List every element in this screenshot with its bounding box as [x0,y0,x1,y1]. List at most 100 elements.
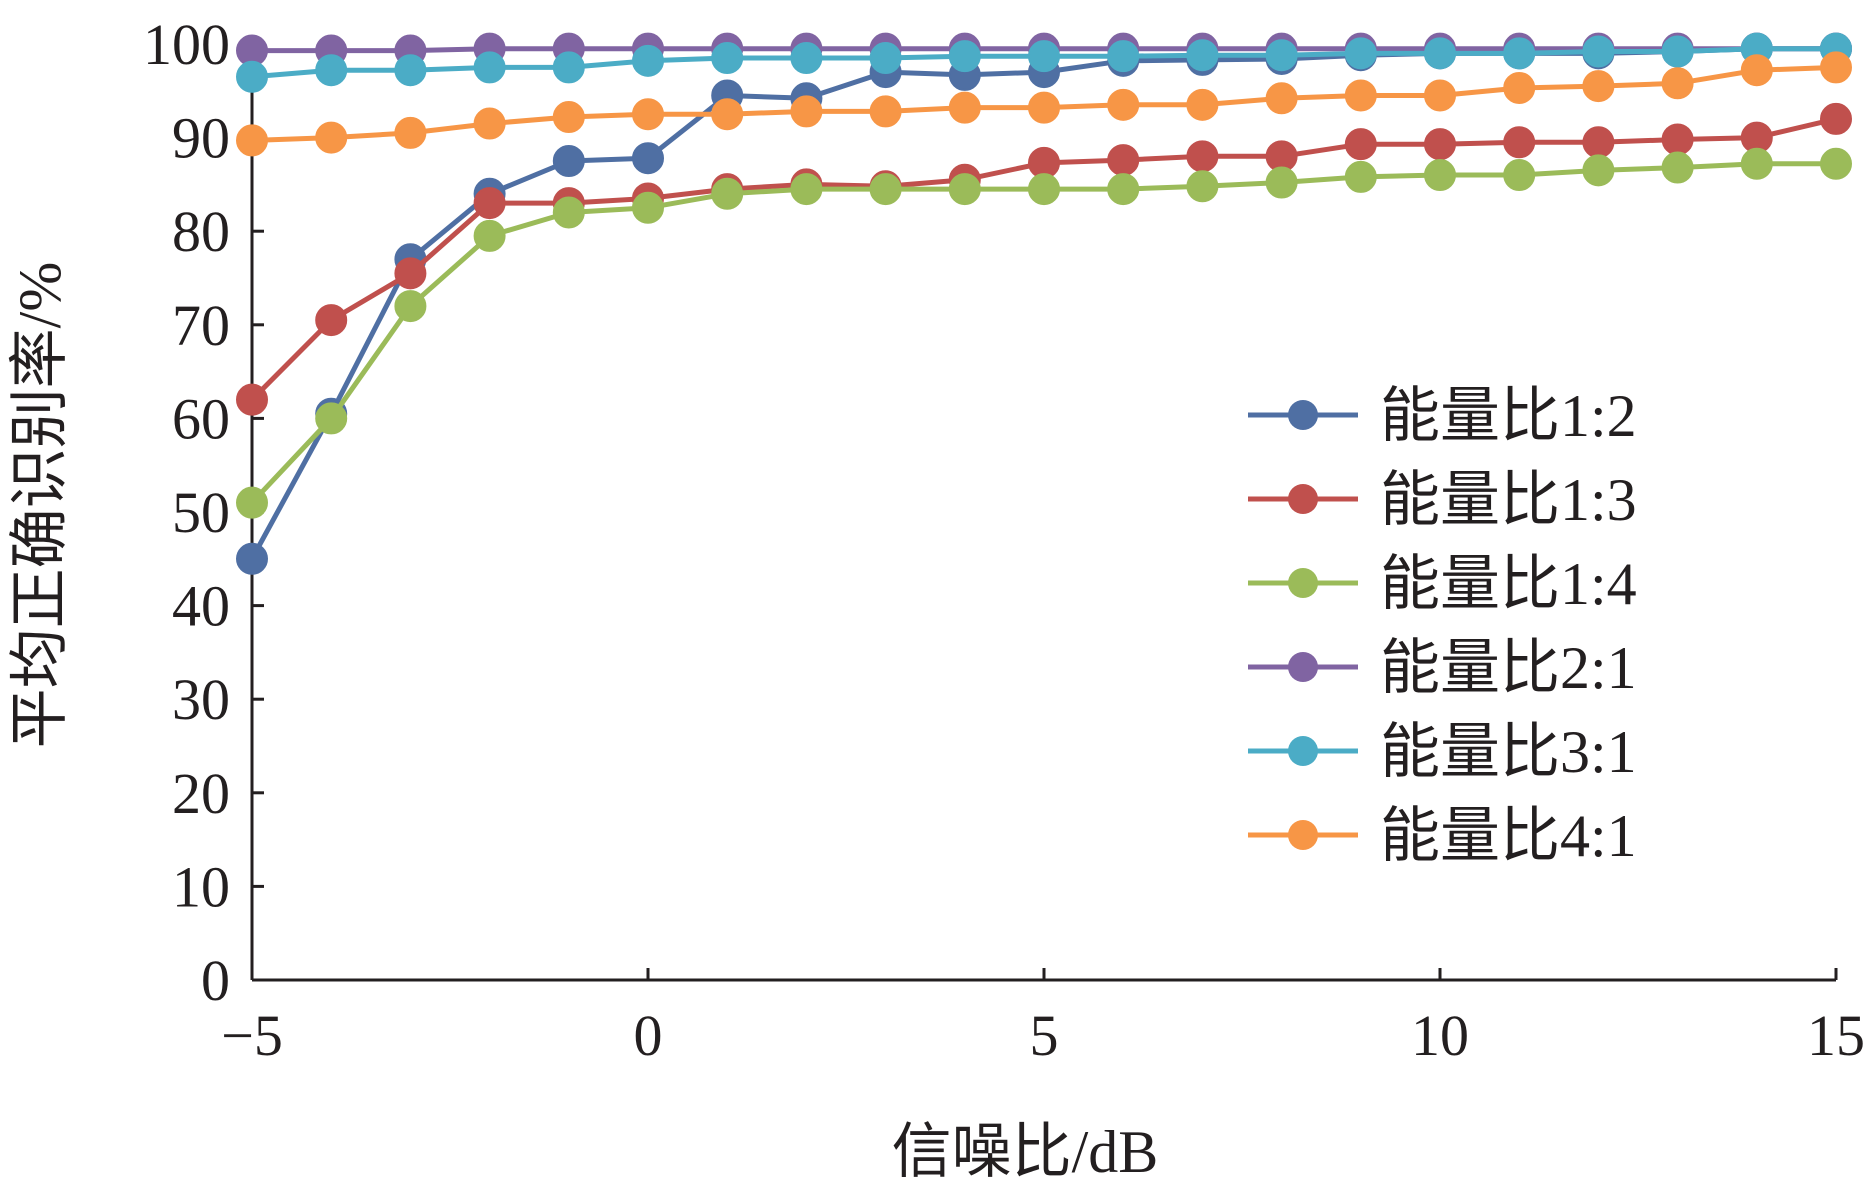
legend-item: 能量比1:2 [1248,383,1637,449]
data-point [1503,37,1536,70]
series-6 [236,51,1852,157]
data-point [1028,91,1060,124]
data-point [394,116,427,149]
data-point [711,177,744,210]
series-layer [236,32,1852,575]
x-tick-label: 15 [1807,1003,1865,1068]
data-point [1582,126,1615,159]
data-point [1661,35,1694,68]
legend-swatch-marker [1288,820,1318,850]
data-point [473,187,506,220]
legend-item: 能量比1:3 [1248,467,1637,533]
data-point [1344,79,1377,112]
data-point [1820,147,1852,180]
x-tick-label: 5 [1030,1003,1059,1068]
data-point [1107,88,1140,121]
data-point [1265,82,1298,115]
data-point [869,95,902,128]
data-point [948,40,981,73]
data-point [236,124,268,157]
data-point [236,383,268,416]
data-point [1424,159,1456,192]
y-tick-label: 10 [172,854,230,919]
series-3 [236,147,1852,519]
data-point [315,304,348,337]
data-point [1820,102,1852,135]
legend-label: 能量比3:1 [1380,719,1637,785]
data-point [1028,40,1060,73]
data-point [1186,170,1219,203]
data-point [1503,159,1536,192]
data-point [473,107,506,140]
legend-label: 能量比2:1 [1380,635,1637,701]
legend-swatch-marker [1288,736,1318,766]
y-tick-label: 70 [172,293,230,358]
x-tick-label: −5 [221,1003,283,1068]
legend-swatch-marker [1288,652,1318,682]
data-point [1344,160,1377,193]
x-axis-title: 信噪比/dB [892,1119,1159,1185]
data-point [1661,151,1694,184]
data-point [1820,51,1852,84]
data-point [1265,39,1298,72]
data-point [394,290,427,323]
data-point [1503,126,1536,159]
data-point [1186,39,1219,72]
data-point [1028,173,1060,206]
data-point [1186,88,1219,121]
data-point [236,542,268,575]
data-point [1424,79,1456,112]
data-point [552,145,585,177]
data-point [473,219,506,252]
legend-item: 能量比2:1 [1248,635,1637,701]
data-point [1582,35,1615,68]
data-point [1661,123,1694,156]
data-point [1740,147,1773,180]
legend-item: 能量比3:1 [1248,719,1637,785]
data-point [948,91,981,124]
data-point [1661,67,1694,100]
series-5 [236,32,1852,93]
series-2 [236,102,1852,416]
x-tick-label: 10 [1411,1003,1469,1068]
legend: 能量比1:2 能量比1:3 能量比1:4 能量比2:1 能量比3:1 能量比4:1 [1248,383,1637,869]
data-point [869,42,902,75]
legend-label: 能量比4:1 [1380,803,1637,869]
data-point [1186,140,1219,173]
data-point [315,54,348,87]
x-tick-label: 0 [634,1003,663,1068]
y-tick-label: 30 [172,667,230,732]
y-tick-label: 100 [143,12,230,77]
legend-label: 能量比1:3 [1380,467,1637,533]
legend-item: 能量比1:4 [1248,551,1637,617]
data-point [948,173,981,206]
data-point [1107,40,1140,73]
data-point [1265,166,1298,199]
data-point [473,51,506,84]
data-point [552,101,585,134]
y-tick-label: 20 [172,761,230,826]
legend-label: 能量比1:2 [1380,383,1637,449]
data-point [632,98,664,131]
data-point [790,42,823,75]
data-point [1582,154,1615,187]
data-point [711,98,744,131]
y-tick-label: 0 [201,948,230,1013]
y-tick-label: 50 [172,480,230,545]
y-tick-label: 40 [172,574,230,639]
data-point [236,486,268,519]
data-point [1503,71,1536,104]
legend-swatch-marker [1288,400,1318,430]
data-point [552,196,585,229]
y-tick-label: 60 [172,386,230,451]
data-point [1424,128,1456,161]
data-point [1344,37,1377,70]
y-tick-label: 80 [172,199,230,264]
data-point [315,402,348,435]
data-point [632,191,664,224]
y-tick-label: 90 [172,106,230,171]
data-point [790,95,823,128]
